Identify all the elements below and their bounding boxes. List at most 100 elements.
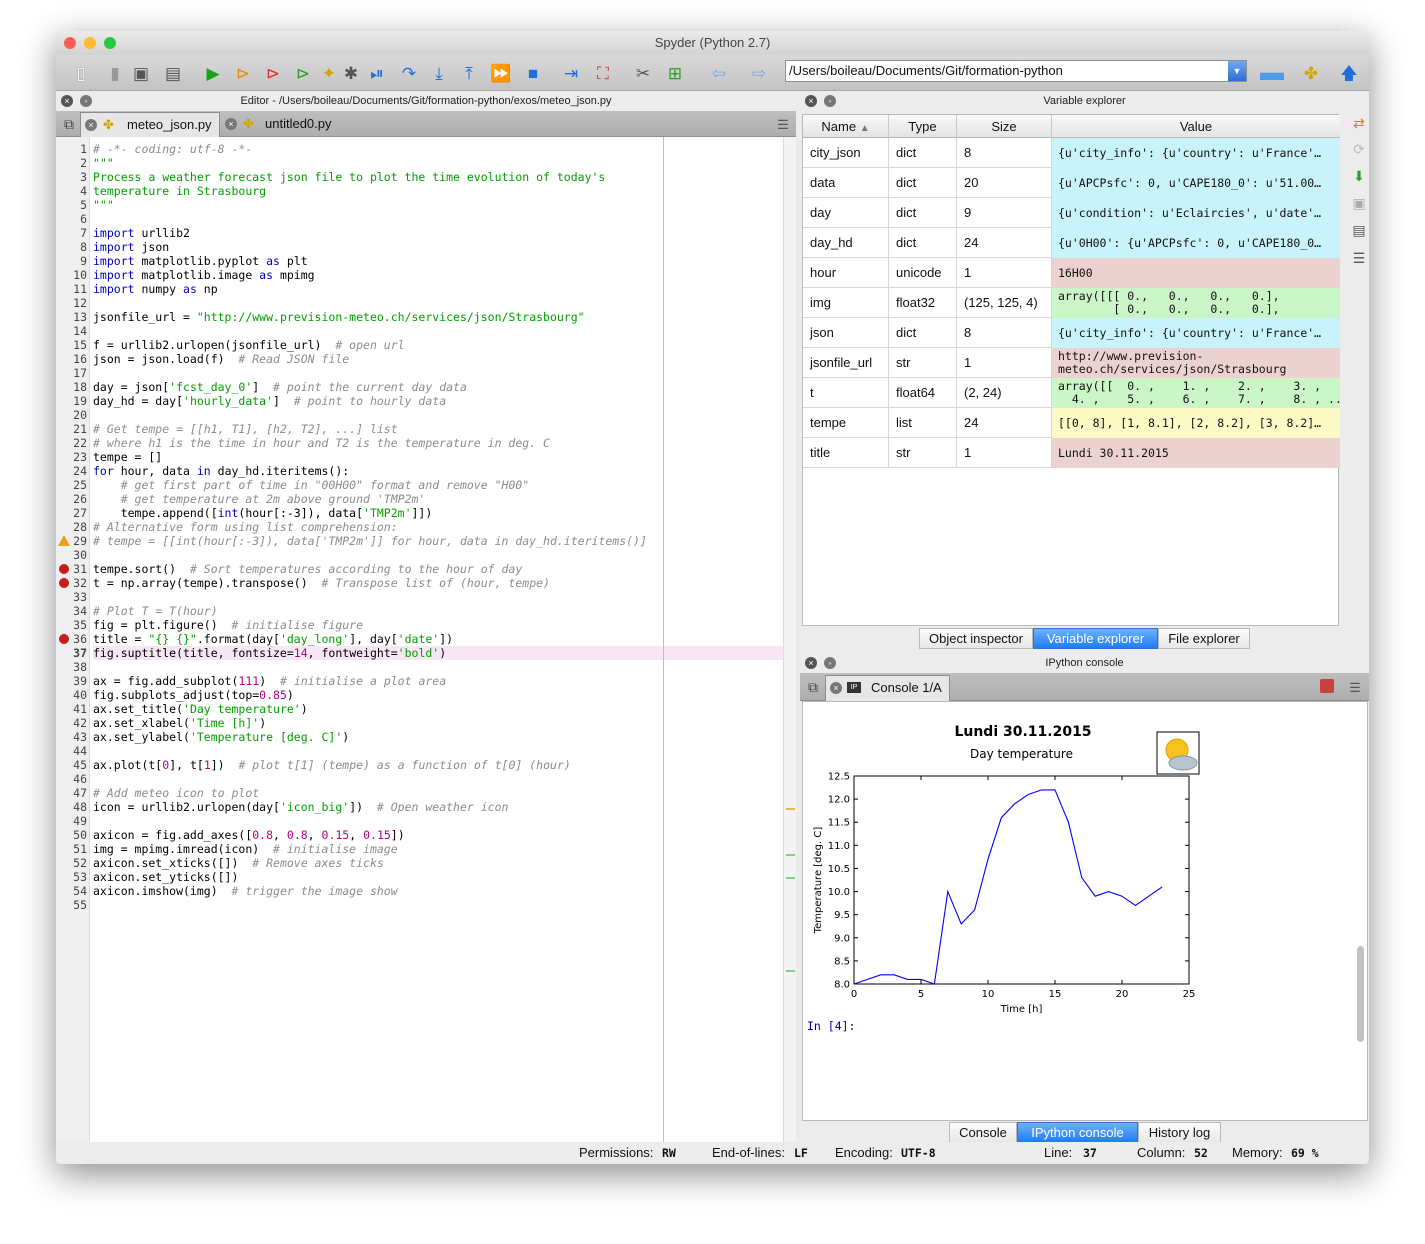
tab-object-inspector[interactable]: Object inspector [919, 628, 1033, 649]
line-number[interactable]: 29 [73, 534, 87, 548]
code-area[interactable]: # -*- coding: utf-8 -*- """ Process a weat… [93, 137, 783, 1142]
column-header-type[interactable]: Type [889, 115, 957, 138]
code-line[interactable]: f = urllib2.urlopen(jsonfile_url) # open… [93, 338, 405, 352]
tab-ipython-console[interactable]: IPython console [1017, 1122, 1138, 1143]
code-line[interactable]: axicon.imshow(img) # trigger the image s… [93, 884, 398, 898]
line-number[interactable]: 15 [73, 338, 87, 352]
code-line[interactable]: tempe.sort() # Sort temperatures accordi… [93, 562, 522, 576]
tab-history-log[interactable]: History log [1138, 1122, 1221, 1143]
line-number[interactable]: 17 [73, 366, 87, 380]
python-icon[interactable]: ✤ [1303, 63, 1319, 83]
line-number[interactable]: 28 [73, 520, 87, 534]
line-number[interactable]: 25 [73, 478, 87, 492]
options-menu-icon[interactable]: ☰ [1352, 250, 1366, 266]
step-icon[interactable]: ↷ [401, 63, 417, 83]
line-number[interactable]: 20 [73, 408, 87, 422]
line-number[interactable]: 21 [73, 422, 87, 436]
fullscreen-icon[interactable]: ⛶ [597, 63, 609, 83]
code-line[interactable]: for hour, data in day_hd.iteritems(): [93, 464, 349, 478]
line-number[interactable]: 52 [73, 856, 87, 870]
line-number[interactable]: 26 [73, 492, 87, 506]
tab-meteo-json[interactable]: × ✤ meteo_json.py [80, 112, 220, 137]
line-number[interactable]: 18 [73, 380, 87, 394]
run-cell-icon[interactable]: ⊳ [235, 63, 251, 83]
variable-row[interactable]: img float32 (125, 125, 4) array([[[ 0., 0.,… [803, 288, 1340, 318]
close-tab-icon[interactable]: × [225, 118, 237, 130]
working-directory-combobox[interactable]: /Users/boileau/Documents/Git/formation-p… [785, 60, 1247, 82]
ipython-console-output[interactable]: Lundi 30.11.2015 Day temperature 0 5 10 15 20 2… [802, 701, 1368, 1121]
line-number[interactable]: 32 [73, 576, 87, 590]
line-number[interactable]: 50 [73, 828, 87, 842]
code-line[interactable]: day = json['fcst_day_0'] # point the cur… [93, 380, 467, 394]
line-number[interactable]: 3 [80, 170, 87, 184]
line-number[interactable]: 35 [73, 618, 87, 632]
code-line[interactable]: title = "{} {}".format(day['day_long'], … [93, 632, 453, 646]
download-icon[interactable]: ⬇ [1353, 168, 1365, 184]
line-number[interactable]: 14 [73, 324, 87, 338]
browse-tabs-icon[interactable]: ⧉ [64, 116, 74, 132]
line-number[interactable]: 47 [73, 786, 87, 800]
line-number[interactable]: 45 [73, 758, 87, 772]
step-into-icon[interactable]: ⤓ [435, 63, 443, 83]
line-number[interactable]: 44 [73, 744, 87, 758]
code-line[interactable]: icon = urllib2.urlopen(day['icon_big']) … [93, 800, 508, 814]
line-number[interactable]: 5 [80, 198, 87, 212]
line-number[interactable]: 23 [73, 450, 87, 464]
code-line[interactable]: axicon.set_xticks([]) # Remove axes tick… [93, 856, 384, 870]
code-line[interactable]: img = mpimg.imread(icon) # initialise im… [93, 842, 398, 856]
code-line[interactable]: json = json.load(f) # Read JSON file [93, 352, 349, 366]
line-number[interactable]: 53 [73, 870, 87, 884]
line-number[interactable]: 38 [73, 660, 87, 674]
line-number[interactable]: 8 [80, 240, 87, 254]
code-line[interactable]: temperature in Strasbourg [93, 184, 266, 198]
editor-scrollflag-area[interactable] [783, 137, 796, 1142]
line-number[interactable]: 31 [73, 562, 87, 576]
line-number[interactable]: 41 [73, 702, 87, 716]
code-line[interactable]: import matplotlib.pyplot as plt [93, 254, 308, 268]
line-number[interactable]: 19 [73, 394, 87, 408]
flag-marker[interactable] [786, 854, 795, 856]
options-menu-icon[interactable]: ☰ [1349, 679, 1361, 695]
line-number[interactable]: 12 [73, 296, 87, 310]
run-icon[interactable]: ▶ [206, 63, 220, 83]
variable-row[interactable]: data dict 20 {u'APCPsfc': 0, u'CAPE180_0': … [803, 168, 1340, 198]
code-line[interactable]: """ [93, 156, 114, 170]
code-line[interactable]: ax.set_ylabel('Temperature [deg. C]') [93, 730, 349, 744]
close-tab-icon[interactable]: × [85, 119, 97, 131]
line-number[interactable]: 6 [80, 212, 87, 226]
forward-arrow-icon[interactable]: ⇨ [751, 63, 767, 83]
undock-pane-icon[interactable]: ◦ [80, 95, 92, 107]
code-line[interactable]: axicon = fig.add_axes([0.8, 0.8, 0.15, 0… [93, 828, 405, 842]
back-arrow-icon[interactable]: ⇦ [711, 63, 727, 83]
stop-kernel-icon[interactable] [1320, 679, 1334, 693]
code-line[interactable]: import matplotlib.image as mpimg [93, 268, 315, 282]
code-line[interactable]: ax.set_title('Day temperature') [93, 702, 308, 716]
line-number[interactable]: 1 [80, 142, 87, 156]
new-file-icon[interactable]: ▯ [76, 63, 86, 83]
line-number[interactable]: 2 [80, 156, 87, 170]
line-number[interactable]: 33 [73, 590, 87, 604]
minimize-window-button[interactable] [84, 37, 96, 49]
code-line[interactable]: ax = fig.add_subplot(111) # initialise a… [93, 674, 446, 688]
tab-console-1a[interactable]: × IP Console 1/A [825, 675, 950, 701]
parent-directory-icon[interactable]: 🡅 [1340, 63, 1358, 83]
code-editor[interactable]: 1 2 3 4 5 6 7 8 9 10 11 12 13 14 15 16 17 18 19 20 21 22 23 24 2… [56, 137, 796, 1142]
line-number[interactable]: 40 [73, 688, 87, 702]
breakpoint-icon[interactable] [59, 578, 69, 588]
code-line[interactable]: # tempe = [[int(hour[:-3]), data['TMP2m'… [93, 534, 647, 548]
code-line[interactable]: tempe = [] [93, 450, 162, 464]
pythonpath-manager-icon[interactable]: ⊞ [667, 63, 683, 83]
flag-marker[interactable] [786, 877, 795, 879]
line-number[interactable]: 48 [73, 800, 87, 814]
code-line[interactable]: # Add meteo icon to plot [93, 786, 259, 800]
variable-row[interactable]: hour unicode 1 16H00 [803, 258, 1340, 288]
maximize-pane-icon[interactable]: ⇥ [563, 63, 579, 83]
zoom-window-button[interactable] [104, 37, 116, 49]
line-number[interactable]: 16 [73, 352, 87, 366]
open-file-icon[interactable]: ▮ [110, 63, 120, 83]
code-line[interactable]: Process a weather forecast json file to … [93, 170, 605, 184]
variable-row[interactable]: jsonfile_url str 1 http://www.prevision- me… [803, 348, 1340, 378]
code-line[interactable]: # Alternative form using list comprehens… [93, 520, 398, 534]
tab-variable-explorer[interactable]: Variable explorer [1033, 628, 1158, 649]
line-number[interactable]: 37 [73, 646, 87, 660]
